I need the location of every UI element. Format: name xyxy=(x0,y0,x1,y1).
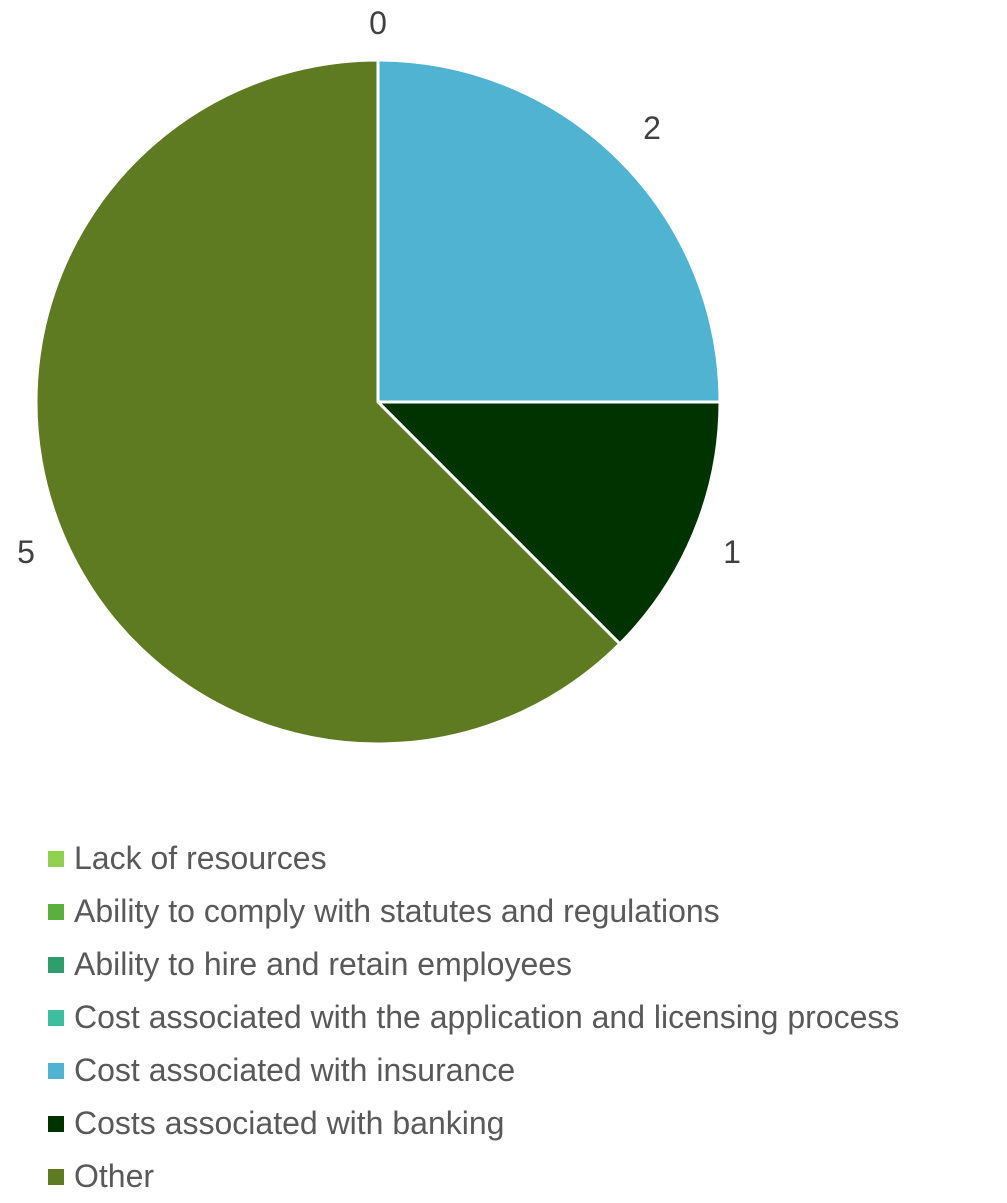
legend-label: Other xyxy=(74,1158,155,1194)
legend-item-insurance: Cost associated with insurance xyxy=(48,1044,899,1097)
data-label-banking: 1 xyxy=(723,534,741,570)
legend-label: Cost associated with the application and… xyxy=(74,999,900,1035)
legend-swatch xyxy=(48,850,64,867)
legend-swatch xyxy=(48,956,64,973)
legend: Lack of resources Ability to comply with… xyxy=(48,832,899,1203)
legend-item-application-licensing: Cost associated with the application and… xyxy=(48,991,899,1044)
legend-swatch xyxy=(48,1009,64,1026)
legend-swatch xyxy=(48,903,64,920)
legend-label: Lack of resources xyxy=(74,840,327,876)
legend-label: Costs associated with banking xyxy=(74,1105,505,1141)
legend-item-lack-of-resources: Lack of resources xyxy=(48,832,899,885)
data-label-other: 5 xyxy=(17,534,35,570)
legend-swatch xyxy=(48,1115,64,1132)
pie-slice-cost-associated-with-insurance xyxy=(376,58,722,404)
pie-slice-other xyxy=(34,58,622,746)
legend-label: Cost associated with insurance xyxy=(74,1052,516,1088)
legend-label: Ability to comply with statutes and regu… xyxy=(74,893,720,929)
legend-item-hire-retain: Ability to hire and retain employees xyxy=(48,938,899,991)
legend-swatch xyxy=(48,1062,64,1079)
legend-item-banking: Costs associated with banking xyxy=(48,1097,899,1150)
pie-slice-costs-associated-with-banking xyxy=(376,400,722,646)
legend-swatch xyxy=(48,1168,64,1185)
legend-item-comply-statutes: Ability to comply with statutes and regu… xyxy=(48,885,899,938)
legend-label: Ability to hire and retain employees xyxy=(74,946,573,982)
data-label-zero: 0 xyxy=(369,5,387,41)
pie-chart: 0 2 1 5 xyxy=(17,5,741,746)
legend-item-other: Other xyxy=(48,1150,899,1203)
data-label-insurance: 2 xyxy=(643,110,661,146)
pie-slices xyxy=(34,58,722,746)
